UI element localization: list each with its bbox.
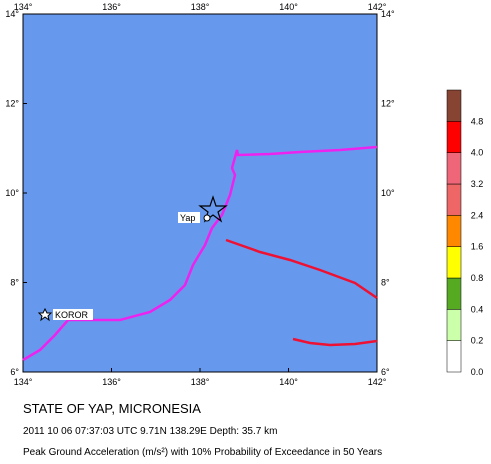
legend-swatch xyxy=(446,121,462,153)
label-bg xyxy=(53,309,93,320)
fault-line xyxy=(292,337,378,347)
x-tick-label: 138° xyxy=(191,2,210,12)
y-tick-label: 10° xyxy=(5,188,19,198)
description: Peak Ground Acceleration (m/s²) with 10%… xyxy=(23,447,382,458)
x-tick-label: 140° xyxy=(279,2,298,12)
x-tick-label: 134° xyxy=(14,2,33,12)
y-tick-label: 6° xyxy=(10,367,19,377)
epicenter-star xyxy=(198,195,228,223)
fault-line xyxy=(225,238,378,300)
y-tick-label: 14° xyxy=(381,9,395,19)
x-tick-label: 142° xyxy=(368,2,387,12)
legend-label: 0.2 xyxy=(471,336,484,346)
legend-swatch xyxy=(446,277,462,310)
place-label: KOROR xyxy=(55,310,89,320)
legend-swatch xyxy=(446,340,462,373)
legend-label: 4.8 xyxy=(471,116,484,126)
legend-swatch xyxy=(446,89,462,122)
y-tick-label: 6° xyxy=(381,367,390,377)
legend-swatch xyxy=(446,152,462,185)
x-tick-label: 136° xyxy=(102,2,121,12)
x-tick-label: 134° xyxy=(14,377,33,387)
x-tick-label: 140° xyxy=(279,377,298,387)
legend-swatch xyxy=(446,183,462,216)
event-info: 2011 10 06 07:37:03 UTC 9.71N 138.29E De… xyxy=(23,426,277,437)
y-tick-label: 12° xyxy=(5,99,19,109)
legend-label: 3.2 xyxy=(471,179,484,189)
koror-marker xyxy=(37,307,53,322)
legend-label: 0.0 xyxy=(471,367,484,377)
legend-swatch xyxy=(446,246,462,279)
y-tick-label: 14° xyxy=(5,9,19,19)
y-tick-label: 8° xyxy=(381,278,390,288)
x-tick-label: 138° xyxy=(191,377,210,387)
y-tick-label: 10° xyxy=(381,188,395,198)
legend-label: 4.0 xyxy=(471,148,484,158)
legend-swatch xyxy=(446,309,462,341)
x-tick-label: 142° xyxy=(368,377,387,387)
label-bg xyxy=(178,212,200,223)
y-tick-label: 8° xyxy=(10,278,19,288)
legend-label: 0.8 xyxy=(471,273,484,283)
x-tick-label: 136° xyxy=(102,377,121,387)
y-tick-label: 12° xyxy=(381,99,395,109)
yap-marker xyxy=(203,214,211,222)
legend-label: 1.6 xyxy=(471,242,484,252)
legend-swatch xyxy=(446,215,462,247)
title: STATE OF YAP, MICRONESIA xyxy=(23,401,201,416)
legend-label: 0.4 xyxy=(471,304,484,314)
place-label: Yap xyxy=(180,213,195,223)
legend-label: 2.4 xyxy=(471,210,484,220)
